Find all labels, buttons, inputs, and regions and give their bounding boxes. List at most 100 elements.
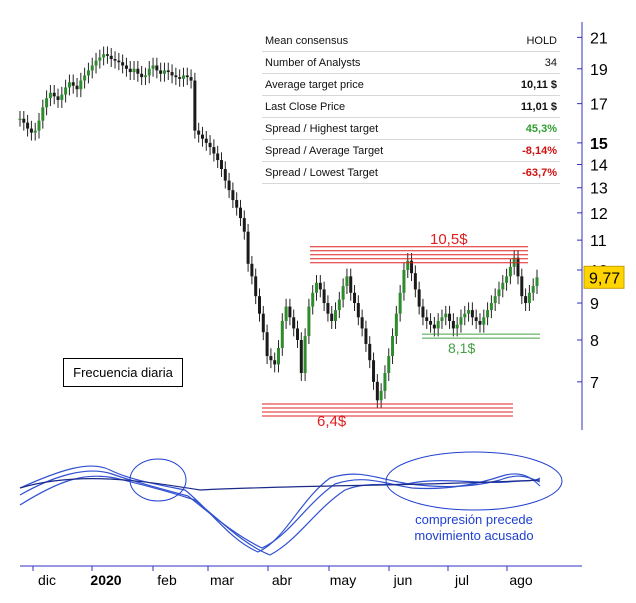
candle-body [193,80,197,131]
candle-body [261,313,265,333]
candle-body [459,317,463,325]
candle-body [102,54,106,58]
candle-body [105,54,109,56]
candle-body [197,130,201,135]
candle-body [242,218,246,232]
candle-body [372,360,376,382]
candle-body [280,320,284,348]
candle-body [86,70,90,76]
x-tick-label: 2020 [90,572,121,588]
candle-body [98,57,102,61]
candle-body [121,62,125,66]
x-tick-label: dic [38,572,56,588]
compression-highlight [129,458,187,502]
x-tick-label: abr [272,572,293,588]
candle-body [432,324,436,329]
candle-body [56,96,60,100]
price-levels: 10,5$ 8,1$ 6,4$ [262,231,540,430]
candle-body [162,70,166,74]
candle-body [18,118,22,120]
consensus-row: Mean consensus HOLD [262,30,560,52]
candle-body [45,98,49,108]
candle-body [136,68,140,74]
candle-body [273,360,277,365]
candle-body [334,310,338,321]
compression-highlight [385,451,563,511]
last-price-value: 9,77 [589,270,620,287]
candle-body [387,356,391,374]
candle-body [531,286,535,293]
candle-body [208,142,212,148]
candle-body [417,289,421,307]
candle-body [200,134,204,139]
candle-body [147,68,151,76]
candle-body [269,356,273,361]
candle-body [474,317,478,321]
oscillator-annotation: movimiento acusado [414,528,533,543]
y-tick-label: 17 [590,97,608,114]
consensus-label: Spread / Average Target [262,139,485,162]
candle-body [71,82,75,86]
candle-body [254,276,258,297]
candle-body [520,276,524,297]
candle-body [482,317,486,325]
candle-body [489,303,493,311]
y-tick-label: 19 [590,62,608,79]
candle-body [29,128,33,133]
candle-body [303,336,307,374]
x-axis: dic 2020 feb mar abr may jun jul ago [20,565,582,588]
candle-body [467,310,471,314]
y-tick-label: 12 [590,206,608,223]
consensus-row: Number of Analysts 34 [262,51,560,74]
consensus-value: 45,3% [484,117,560,140]
price-candles [18,46,539,409]
y-tick-label: 21 [590,30,608,47]
candle-body [296,328,300,340]
y-axis: 211917151413121110987 [577,22,608,430]
candle-body [37,120,41,131]
x-tick-label: mar [210,572,234,588]
candle-body [406,260,410,271]
candle-body [223,169,227,181]
candle-body [349,276,353,293]
candle-body [368,343,372,361]
candle-body [117,60,121,63]
candle-body [398,292,402,314]
candle-body [299,339,303,374]
consensus-table: Mean consensus HOLD Number of Analysts 34 Av… [262,30,560,184]
candle-body [257,296,261,314]
candle-body [322,289,326,304]
candle-body [470,310,474,318]
candle-body [265,332,269,357]
candle-body [204,138,208,143]
candle-body [375,381,379,401]
candle-body [109,55,113,60]
candle-body [140,73,144,78]
candle-body [174,75,178,78]
candle-body [79,80,83,90]
candle-body [151,65,155,69]
candle-body [429,320,433,325]
candle-body [94,60,98,66]
consensus-label: Average target price [262,73,485,96]
candle-body [307,306,311,337]
candle-body [486,310,490,318]
consensus-label: Number of Analysts [262,51,485,74]
candle-body [212,147,216,154]
consensus-label: Mean consensus [262,30,485,52]
candle-body [67,82,71,88]
x-tick-label: feb [157,572,177,588]
candle-body [353,292,357,304]
candle-body [292,317,296,329]
consensus-value: 10,11 $ [484,73,560,96]
candle-body [216,153,220,161]
candle-body [341,286,345,300]
candle-body [413,273,417,290]
candle-body [345,276,349,287]
candle-body [356,303,360,318]
candle-body [535,277,539,287]
candle-body [143,75,147,78]
y-tick-label: 11 [590,233,607,250]
candle-body [227,180,231,191]
candle-body [166,70,170,73]
